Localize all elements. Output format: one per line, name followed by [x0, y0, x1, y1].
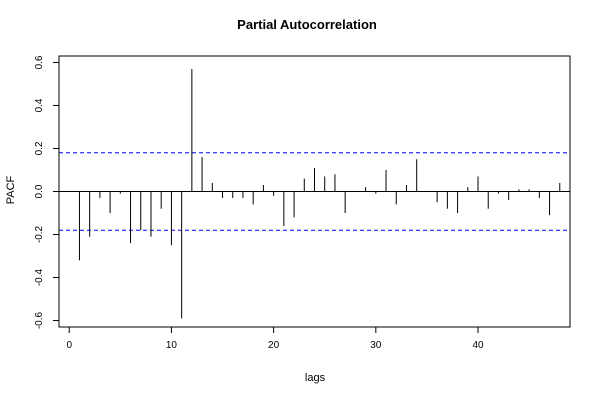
y-tick-label: 0.2 [34, 141, 45, 155]
confidence-bounds [59, 152, 570, 231]
x-tick-label: 0 [66, 340, 72, 351]
y-tick-label: 0.6 [34, 55, 45, 69]
pacf-bars [78, 68, 561, 319]
chart-title: Partial Autocorrelation [237, 17, 377, 32]
y-tick-label: -0.6 [34, 311, 45, 329]
y-axis: -0.6 -0.4 -0.2 0.0 0.2 0.4 0.6 [34, 55, 60, 329]
x-tick-label: 20 [268, 340, 280, 351]
y-tick-label: -0.4 [34, 268, 45, 286]
y-tick-label: -0.2 [34, 225, 45, 243]
y-tick-label: 0.4 [34, 98, 45, 112]
x-axis-label: lags [305, 372, 326, 384]
y-axis-label: PACF [5, 175, 17, 204]
y-tick-label: 0.0 [34, 184, 45, 198]
x-tick-label: 30 [370, 340, 382, 351]
x-tick-label: 40 [472, 340, 484, 351]
x-axis: 0 10 20 30 40 [66, 326, 484, 351]
x-tick-label: 10 [166, 340, 178, 351]
